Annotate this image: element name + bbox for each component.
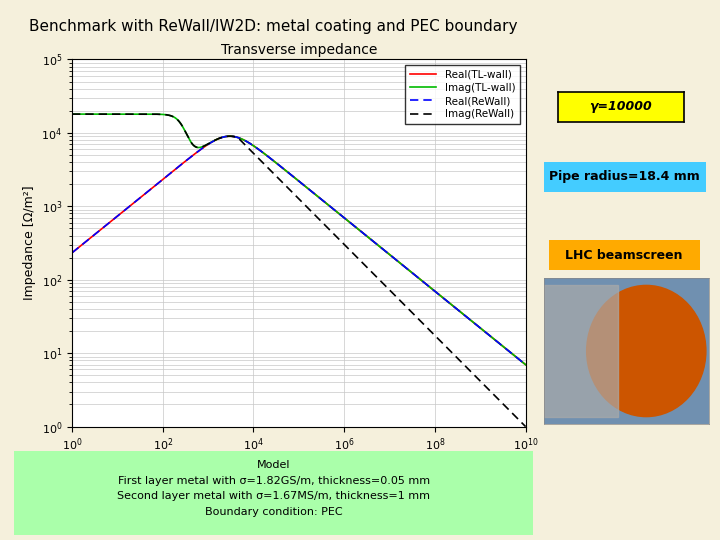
Imag(TL-wall) xyxy=(521,361,530,368)
Real(ReWall) xyxy=(68,249,76,256)
Real(TL-wall) xyxy=(406,268,415,275)
Imag(ReWall) xyxy=(406,308,415,314)
Real(TL-wall) xyxy=(521,361,530,368)
Legend: Real(TL-wall), Imag(TL-wall), Real(ReWall), Imag(ReWall): Real(TL-wall), Imag(TL-wall), Real(ReWal… xyxy=(405,65,521,124)
Imag(TL-wall) xyxy=(340,214,348,221)
Real(ReWall) xyxy=(441,296,449,303)
Imag(ReWall) xyxy=(150,111,158,117)
Text: Model
First layer metal with σ=1.82GS/m, thickness=0.05 mm
Second layer metal wi: Model First layer metal with σ=1.82GS/m,… xyxy=(117,460,430,517)
Imag(TL-wall) xyxy=(441,296,449,302)
Real(ReWall) xyxy=(340,214,348,221)
Y-axis label: Impedance [Ω/m²]: Impedance [Ω/m²] xyxy=(23,186,36,300)
Real(ReWall) xyxy=(225,133,234,139)
Bar xyxy=(544,285,618,417)
Line: Imag(ReWall): Imag(ReWall) xyxy=(72,114,526,427)
Imag(TL-wall) xyxy=(150,111,158,117)
X-axis label: Frequency [Hz]: Frequency [Hz] xyxy=(240,458,358,472)
Real(ReWall) xyxy=(406,268,415,275)
Imag(ReWall) xyxy=(363,264,372,271)
Text: γ=10000: γ=10000 xyxy=(590,100,652,113)
Imag(TL-wall) xyxy=(363,233,372,240)
Imag(TL-wall) xyxy=(68,111,76,117)
Text: Benchmark with ReWall/IW2D: metal coating and PEC boundary: Benchmark with ReWall/IW2D: metal coatin… xyxy=(29,19,517,34)
Imag(TL-wall) xyxy=(406,268,415,275)
Text: LHC beamscreen: LHC beamscreen xyxy=(565,248,683,262)
Real(TL-wall) xyxy=(340,214,348,221)
Imag(ReWall) xyxy=(521,423,530,430)
Line: Imag(TL-wall): Imag(TL-wall) xyxy=(72,114,526,364)
Imag(ReWall) xyxy=(340,241,348,247)
Real(ReWall) xyxy=(241,138,250,144)
Ellipse shape xyxy=(587,285,706,417)
Text: Pipe radius=18.4 mm: Pipe radius=18.4 mm xyxy=(549,170,700,184)
Real(TL-wall) xyxy=(241,138,250,144)
Title: Transverse impedance: Transverse impedance xyxy=(220,43,377,57)
Line: Real(ReWall): Real(ReWall) xyxy=(72,136,526,364)
Real(TL-wall) xyxy=(150,183,158,190)
Line: Real(TL-wall): Real(TL-wall) xyxy=(72,136,526,364)
Real(TL-wall) xyxy=(441,296,449,303)
Imag(ReWall) xyxy=(241,142,250,149)
Real(ReWall) xyxy=(150,183,158,190)
Real(TL-wall) xyxy=(363,233,372,240)
Imag(ReWall) xyxy=(441,342,449,349)
Imag(TL-wall) xyxy=(241,138,250,144)
Real(ReWall) xyxy=(363,233,372,240)
Real(ReWall) xyxy=(521,361,530,368)
Real(TL-wall) xyxy=(225,133,234,139)
Real(TL-wall) xyxy=(68,249,76,256)
Imag(ReWall) xyxy=(68,111,76,117)
